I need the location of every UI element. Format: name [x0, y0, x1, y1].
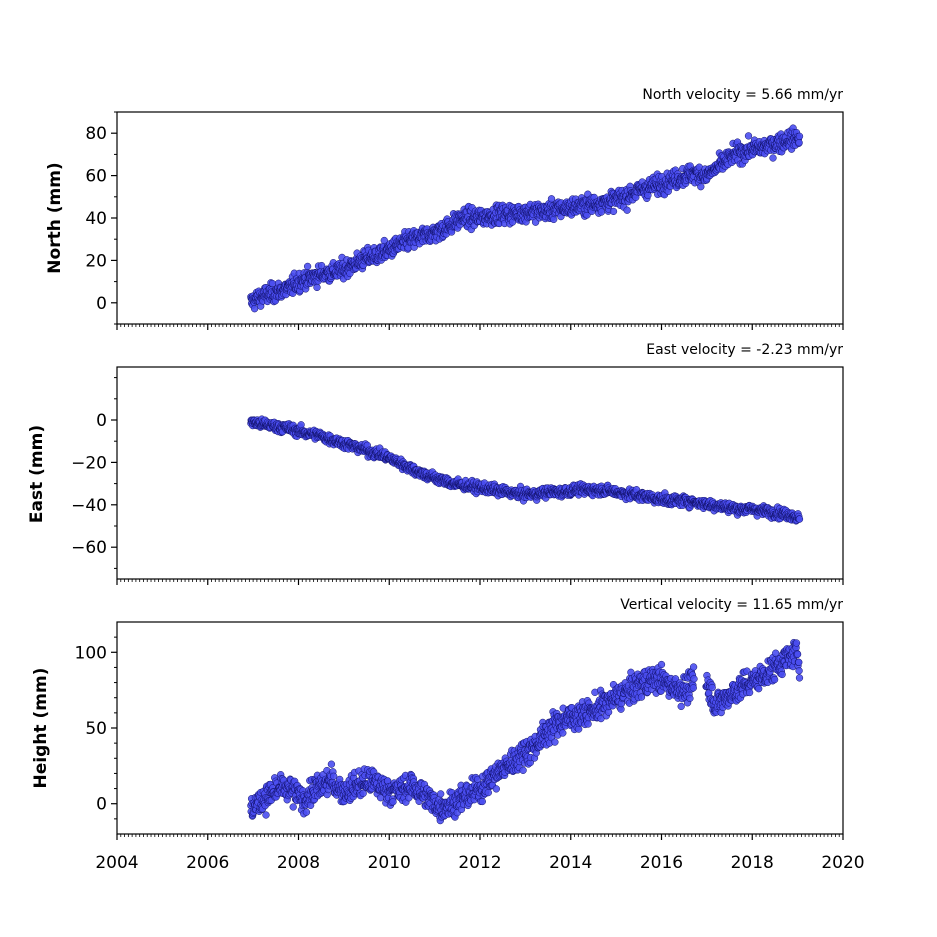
- data-point: [795, 667, 803, 675]
- data-point: [690, 675, 698, 683]
- data-point: [484, 788, 492, 797]
- data-point: [697, 183, 705, 191]
- data-point: [437, 790, 445, 798]
- data-point: [795, 674, 804, 682]
- vertical-velocity-title: Vertical velocity = 11.65 mm/yr: [620, 597, 843, 613]
- data-point: [686, 694, 694, 703]
- data-point: [657, 660, 666, 669]
- x-tick-label: 2008: [277, 853, 320, 873]
- data-point: [689, 663, 698, 671]
- data-point: [492, 785, 500, 793]
- y-tick-label: 50: [85, 719, 107, 739]
- y-tick-label: 100: [75, 643, 107, 663]
- x-tick-label: 2006: [186, 853, 229, 873]
- data-point: [795, 515, 804, 523]
- data-point: [795, 132, 804, 140]
- y-tick-label: −60: [71, 538, 107, 558]
- data-point: [795, 658, 803, 666]
- data-point: [677, 702, 685, 711]
- data-point: [793, 650, 802, 658]
- y-tick-label: 0: [96, 411, 107, 431]
- data-point: [769, 154, 777, 162]
- data-point: [330, 772, 338, 780]
- data-point: [637, 693, 646, 701]
- x-tick-label: 2018: [731, 853, 774, 873]
- y-tick-label: 60: [85, 167, 107, 187]
- data-point: [770, 675, 779, 684]
- data-point: [792, 639, 801, 647]
- y-tick-label: 0: [96, 795, 107, 815]
- data-point: [795, 139, 803, 147]
- east-ylabel: East (mm): [27, 425, 47, 523]
- data-point: [519, 766, 527, 774]
- north-points: [247, 124, 804, 313]
- y-tick-label: −20: [71, 453, 107, 473]
- data-point: [302, 808, 311, 816]
- x-tick-label: 2014: [549, 853, 592, 873]
- data-point: [559, 729, 567, 737]
- data-point: [584, 720, 592, 728]
- data-point: [389, 798, 397, 806]
- data-point: [597, 208, 606, 216]
- north-velocity-title: North velocity = 5.66 mm/yr: [642, 87, 843, 103]
- data-point: [289, 803, 297, 811]
- north-panel: North velocity = 5.66 mm/yr North (mm) 0…: [45, 87, 844, 330]
- y-tick-label: 40: [85, 209, 107, 229]
- north-y-ticks: 0 20 40 60 80: [85, 111, 117, 325]
- data-point: [708, 683, 716, 692]
- y-tick-label: 20: [85, 251, 107, 271]
- x-tick-label: 2010: [368, 853, 411, 873]
- data-point: [327, 760, 336, 768]
- y-tick-label: 80: [85, 124, 107, 144]
- x-tick-label: 2020: [821, 853, 864, 873]
- data-point: [303, 262, 312, 271]
- y-tick-label: −40: [71, 496, 107, 516]
- data-point: [778, 670, 786, 679]
- height-ylabel: Height (mm): [31, 668, 51, 789]
- data-point: [268, 279, 277, 288]
- data-point: [755, 685, 763, 693]
- data-point: [609, 207, 618, 216]
- data-point: [380, 236, 388, 245]
- x-tick-label: 2016: [640, 853, 683, 873]
- data-point: [745, 688, 754, 697]
- data-point: [689, 684, 697, 692]
- x-tick-label: 2004: [95, 853, 138, 873]
- x-tick-label: 2012: [458, 853, 501, 873]
- data-point: [623, 206, 631, 214]
- data-point: [744, 132, 753, 140]
- data-point: [478, 797, 486, 806]
- east-velocity-title: East velocity = -2.23 mm/yr: [646, 342, 843, 358]
- data-point: [313, 283, 321, 292]
- y-tick-label: 0: [96, 294, 107, 314]
- data-point: [250, 305, 259, 313]
- data-point: [551, 738, 559, 746]
- north-ylabel: North (mm): [45, 162, 65, 273]
- data-point: [547, 195, 556, 203]
- data-point: [262, 811, 270, 819]
